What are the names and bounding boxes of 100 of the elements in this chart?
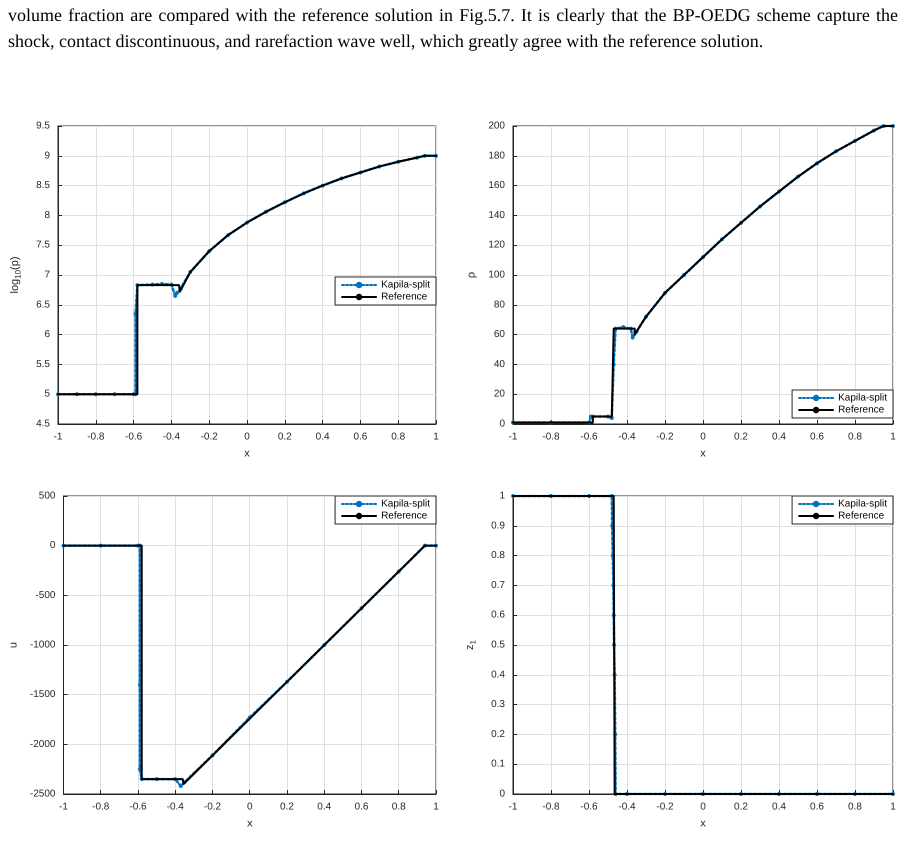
legend-label: Reference <box>381 510 428 522</box>
x-tick-label: 1 <box>890 802 896 812</box>
x-tick-label: -0.8 <box>92 802 110 812</box>
y-tick-label: 0.4 <box>491 669 506 680</box>
legend-label: Kapila-split <box>381 280 430 290</box>
legend-label: Kapila-split <box>838 498 888 510</box>
y-tick-label: 0 <box>50 540 56 552</box>
x-tick-label: -0.6 <box>580 432 598 442</box>
x-tick-label: -0.2 <box>200 432 218 442</box>
x-tick-label: 1 <box>433 432 440 442</box>
y-tick-label: 7 <box>44 270 50 280</box>
y-tick-label: 0.2 <box>491 728 506 740</box>
y-tick-label: 20 <box>494 388 506 400</box>
x-axis-title: x <box>246 818 253 830</box>
x-tick-label: -0.2 <box>204 802 222 812</box>
x-tick-label: -1 <box>508 432 518 442</box>
x-tick-label: 1 <box>433 802 440 812</box>
x-tick-label: -0.4 <box>618 802 636 812</box>
x-tick-label: -0.4 <box>166 802 184 812</box>
y-tick-label: 0.7 <box>491 580 506 591</box>
y-tick-label: 40 <box>494 358 506 370</box>
x-tick-label: -1 <box>59 802 68 812</box>
text: volume fraction are compared with the reference solution in Fig.5.7. It is clearly that the BP-OEDG scheme capture the shock, contact discontinuous, and rarefaction wave well, which greatly agree with the reference solution. <box>8 4 898 53</box>
x-tick-label: 0.4 <box>772 802 786 812</box>
y-tick-label: 80 <box>494 299 506 310</box>
x-tick-label: 0.6 <box>354 802 369 812</box>
y-tick-label: 8.5 <box>36 180 50 192</box>
point <box>175 290 180 295</box>
y-tick-label: 500 <box>38 490 56 502</box>
x-tick-label: -0.4 <box>162 432 180 442</box>
y-tick-label: 1 <box>499 490 506 502</box>
x-tick-label: -0.2 <box>656 802 674 812</box>
y-tick-label: 0 <box>499 788 506 800</box>
legend-label: Reference <box>838 510 885 522</box>
x-tick-label: -0.8 <box>542 802 560 812</box>
y-tick-label: 120 <box>488 240 506 251</box>
y-tick-label: 6.5 <box>36 299 50 310</box>
y-tick-label: 0 <box>499 418 506 430</box>
y-tick-label: 140 <box>488 210 506 221</box>
y-tick-label: 9.5 <box>36 120 50 132</box>
x-tick-label: 0 <box>244 432 250 442</box>
x-tick-label: 0.4 <box>316 432 330 442</box>
x-tick-label: -0.6 <box>580 802 598 812</box>
y-tick-label: 200 <box>488 120 506 132</box>
legend-label: Reference <box>381 292 428 302</box>
x-tick-label: 0.2 <box>734 802 748 812</box>
x-tick-label: -0.8 <box>542 432 560 442</box>
x-tick-label: 0 <box>700 802 706 812</box>
y-tick-label: 100 <box>488 270 506 280</box>
x-tick-label: 0.8 <box>848 432 862 442</box>
y-axis-title: log10(p) <box>9 256 22 294</box>
y-tick-label: 6 <box>44 329 50 340</box>
x-tick-label: 0.8 <box>391 432 406 442</box>
x-tick-label: 0.6 <box>810 432 824 442</box>
y-tick-label: -2000 <box>30 738 56 750</box>
point <box>178 784 183 788</box>
y-tick-label: 0.6 <box>491 610 506 621</box>
y-tick-label: -1000 <box>30 640 56 650</box>
x-axis-title: x <box>700 448 706 460</box>
y-tick-label: 0.9 <box>491 520 506 532</box>
y-tick-label: -500 <box>35 590 56 601</box>
y-tick-label: 9 <box>44 150 50 162</box>
x-tick-label: -0.8 <box>87 432 105 442</box>
y-tick-label: 0.1 <box>491 758 506 770</box>
y-tick-label: 160 <box>488 180 506 192</box>
x-tick-label: 0 <box>700 432 706 442</box>
legend-label: Kapila-split <box>838 392 888 404</box>
y-tick-label: 0.5 <box>491 640 506 650</box>
x-tick-label: 1 <box>890 432 896 442</box>
y-tick-label: 4.5 <box>36 418 50 430</box>
x-tick-label: -0.6 <box>124 432 143 442</box>
y-tick-label: 0.3 <box>491 699 506 710</box>
x-tick-label: 0.4 <box>772 432 786 442</box>
y-tick-label: 180 <box>488 150 506 162</box>
x-tick-label: 0.8 <box>392 802 406 812</box>
x-tick-label: 0 <box>246 802 253 812</box>
x-tick-label: 0.6 <box>810 802 824 812</box>
x-tick-label: -0.4 <box>618 432 636 442</box>
y-tick-label: 5 <box>44 388 50 400</box>
x-axis-title: x <box>700 818 706 830</box>
legend-label: Kapila-split <box>381 498 430 510</box>
y-axis-title: ρ <box>466 272 478 278</box>
x-tick-label: 0.8 <box>848 802 862 812</box>
y-tick-label: 0.8 <box>491 550 506 562</box>
legend-label: Reference <box>838 404 885 416</box>
x-axis-title: x <box>244 448 250 460</box>
x-tick-label: 0.2 <box>280 802 294 812</box>
x-tick-label: 0.2 <box>278 432 292 442</box>
x-tick-label: -1 <box>54 432 63 442</box>
point <box>630 336 635 340</box>
y-tick-label: -2500 <box>30 788 56 800</box>
y-axis-title: u <box>8 642 20 648</box>
x-tick-label: 0.4 <box>317 802 332 812</box>
y-tick-label: 7.5 <box>36 240 50 251</box>
x-tick-label: 0.2 <box>734 432 748 442</box>
x-tick-label: -0.2 <box>656 432 674 442</box>
y-axis-title: z1 <box>464 639 478 650</box>
x-tick-label: -1 <box>508 802 518 812</box>
y-tick-label: -1500 <box>30 689 56 700</box>
y-tick-label: 5.5 <box>36 358 50 370</box>
